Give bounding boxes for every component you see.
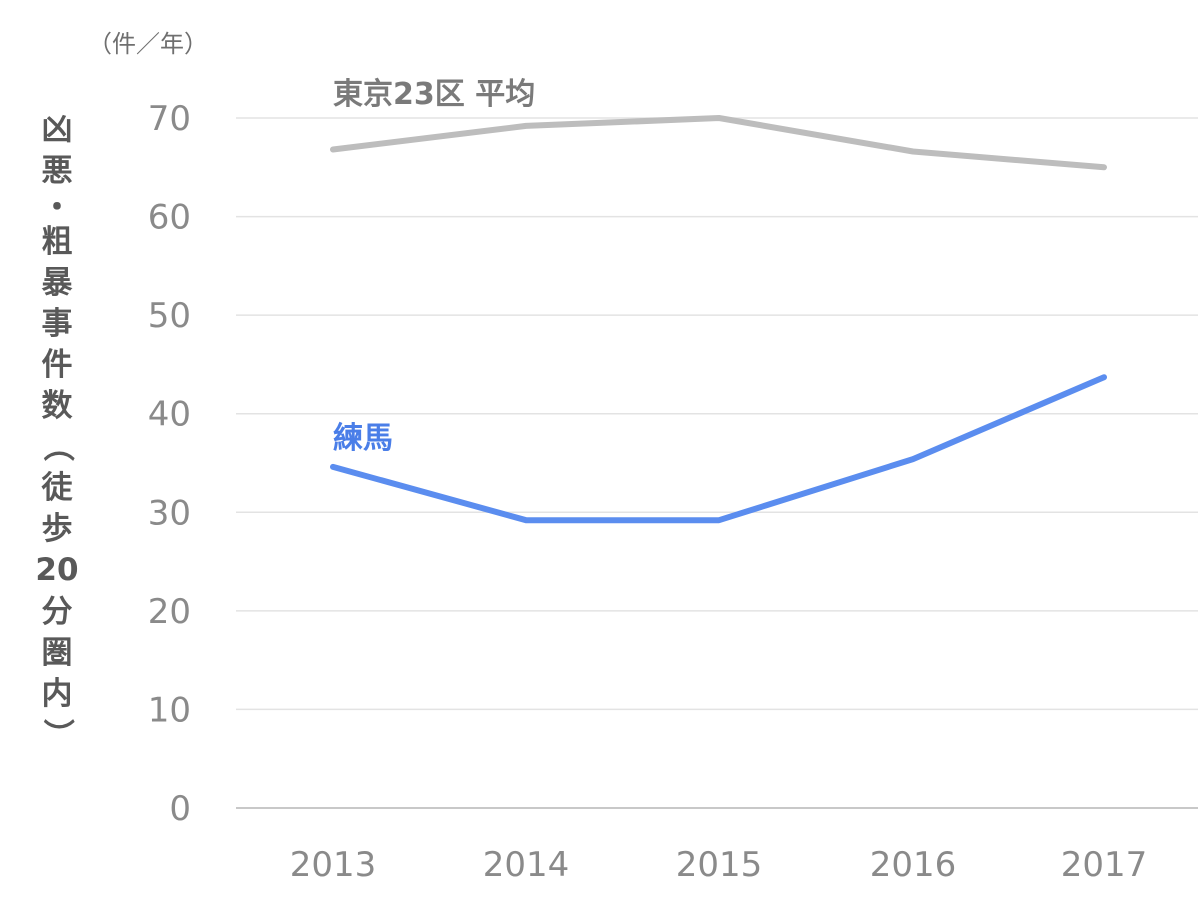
- x-axis-ticks: 2013 2014 2015 2016 2017: [290, 845, 1148, 885]
- series-lines: [330, 115, 1107, 524]
- y-axis-title-char: ）: [39, 719, 75, 750]
- y-axis-title-char: 事: [42, 306, 73, 342]
- y-axis-title-char: 徒: [41, 470, 74, 506]
- y-axis-title-char: 件: [42, 347, 73, 383]
- y-axis-title-char: 歩: [42, 511, 73, 547]
- y-tick-label: 70: [148, 99, 191, 139]
- y-tick-label: 10: [148, 690, 191, 730]
- series-line-tokyo-average: [330, 115, 1107, 171]
- y-axis-title-char: 内: [42, 676, 73, 712]
- y-tick-label: 0: [169, 789, 191, 829]
- y-axis-title-char: ・: [42, 190, 73, 226]
- x-tick-label: 2016: [870, 845, 957, 885]
- series-line-nerima: [330, 374, 1107, 524]
- series-label-nerima: 練馬: [333, 421, 393, 456]
- y-axis-ticks: 0 10 20 30 40 50 60 70: [148, 99, 191, 829]
- x-tick-label: 2013: [290, 845, 377, 885]
- gridlines: [236, 117, 1198, 809]
- x-tick-label: 2015: [676, 845, 763, 885]
- y-axis-title-char: （: [39, 431, 75, 462]
- y-axis-title-char: 暴: [42, 265, 73, 301]
- y-tick-label: 50: [148, 296, 191, 336]
- series-label-tokyo-average: 東京23区 平均: [333, 77, 535, 112]
- y-tick-label: 60: [148, 198, 191, 238]
- x-tick-label: 2014: [483, 845, 570, 885]
- y-tick-label: 30: [148, 493, 191, 533]
- y-tick-label: 40: [148, 395, 191, 435]
- y-axis-title-char: 圏: [42, 635, 73, 671]
- y-tick-label: 20: [148, 592, 191, 632]
- y-axis-title-char: 悪: [42, 153, 73, 189]
- y-axis-title-char: 凶: [42, 112, 73, 148]
- y-axis-title-char: 20: [35, 552, 78, 588]
- y-axis-title-char: 数: [42, 388, 73, 424]
- y-axis-title-char: 粗: [42, 224, 73, 260]
- x-tick-label: 2017: [1061, 845, 1148, 885]
- y-axis-unit-label: （件／年）: [88, 30, 208, 58]
- y-axis-title-char: 分: [42, 594, 73, 630]
